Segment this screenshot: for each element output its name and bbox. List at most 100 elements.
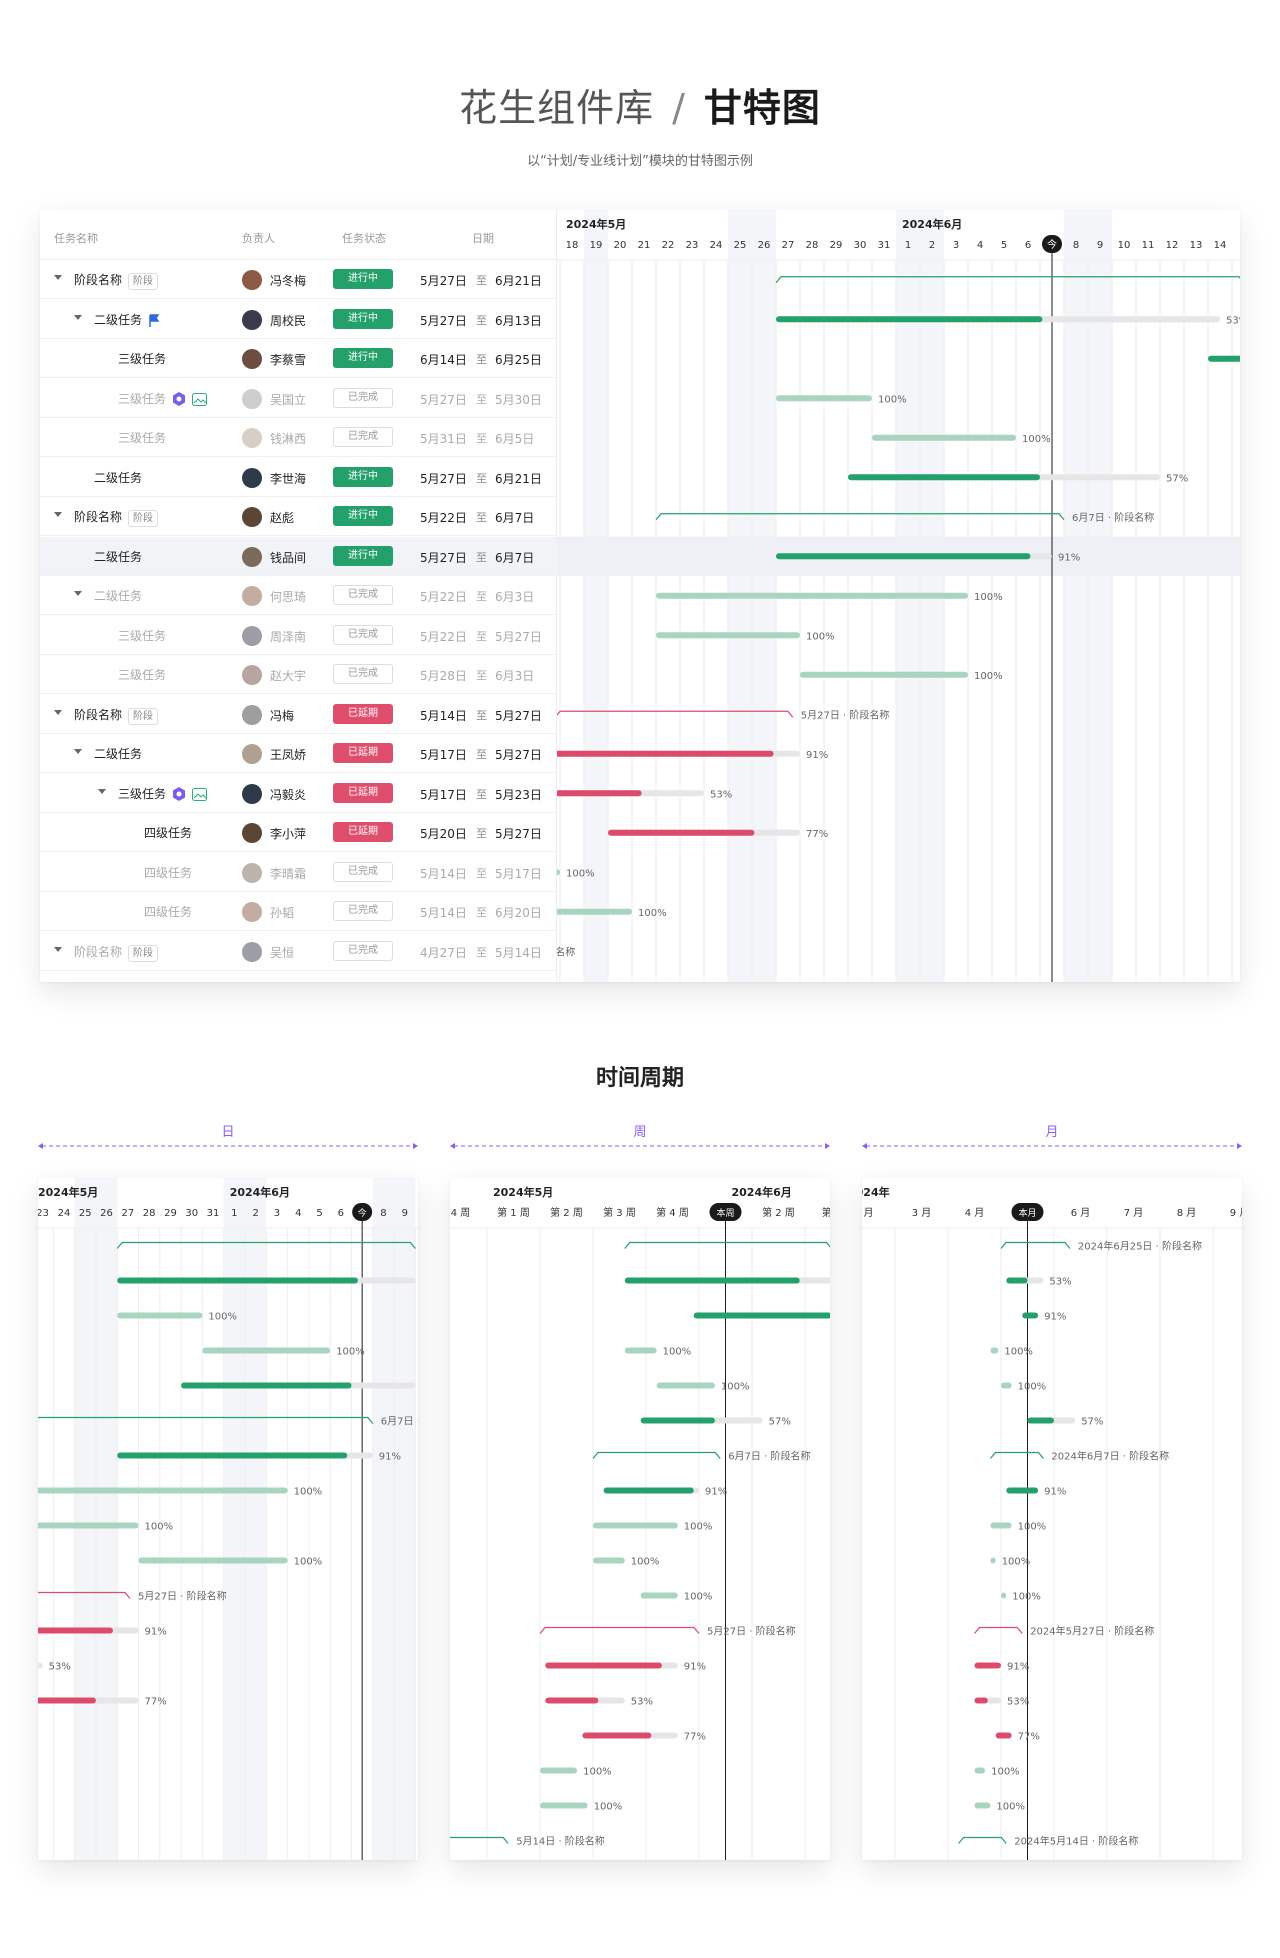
progress-bar[interactable] [138, 1557, 288, 1564]
progress-bar[interactable] [38, 1627, 113, 1634]
progress-bar[interactable] [603, 1487, 694, 1494]
progress-label: 91% [806, 750, 828, 761]
phase-tag: 阶段 [128, 707, 159, 725]
status-badge: 已完成 [333, 940, 393, 961]
task-row[interactable]: 四级任务 孙韬 已完成 5月14日至 6月20日 [40, 892, 557, 931]
progress-label: 100% [1018, 1522, 1047, 1533]
page-subtitle: 以“计划/专业线计划”模块的甘特图示例 [527, 154, 753, 169]
progress-bar[interactable] [995, 1732, 1012, 1739]
progress-bar[interactable] [545, 1662, 662, 1669]
progress-bar[interactable] [624, 1347, 657, 1354]
task-row[interactable]: 三级任务 吴国立 已完成 5月27日至 5月30日 [40, 379, 557, 418]
progress-bar[interactable] [656, 592, 968, 599]
task-row[interactable]: 二级任务 何思琦 已完成 5月22日至 6月3日 [40, 576, 557, 615]
task-row[interactable]: 三级任务 周泽南 已完成 5月22日至 5月27日 [40, 616, 557, 655]
progress-bar[interactable] [38, 1697, 96, 1704]
progress-label: 57% [1166, 473, 1188, 484]
task-row[interactable]: 三级任务 赵大宇 已完成 5月28日至 6月3日 [40, 655, 557, 694]
progress-bar[interactable] [990, 1347, 999, 1354]
progress-bar[interactable] [117, 1452, 348, 1459]
end-date: 6月13日 [495, 313, 542, 328]
progress-bar[interactable] [656, 1382, 715, 1389]
status-badge: 已完成 [333, 624, 393, 645]
expand-caret-icon[interactable] [54, 512, 62, 517]
start-date: 5月14日 [420, 866, 467, 881]
expand-caret-icon[interactable] [54, 946, 62, 952]
task-row[interactable]: 三级任务 冯毅炎 已延期 5月17日至 5月23日 [40, 774, 557, 813]
progress-bar[interactable] [776, 316, 1043, 323]
progress-bar[interactable] [1001, 1382, 1012, 1389]
task-row[interactable]: 二级任务 钱品间 进行中 5月27日至 6月7日 [40, 536, 557, 576]
timeline-tick: 29 [164, 1208, 177, 1219]
task-row[interactable]: 二级任务 王凤娇 已延期 5月17日至 5月27日 [40, 734, 557, 773]
timeline-tick: 月 [864, 1207, 874, 1219]
task-row[interactable]: 二级任务 李世海 进行中 5月27日至 6月21日 [40, 458, 557, 497]
progress-bar[interactable] [202, 1347, 331, 1354]
progress-bar[interactable] [593, 1557, 625, 1564]
progress-bar[interactable] [1027, 1417, 1055, 1424]
task-row[interactable]: 四级任务 李晴霜 已完成 5月14日至 5月17日 [40, 853, 557, 892]
progress-bar[interactable] [1006, 1277, 1028, 1284]
progress-bar[interactable] [693, 1312, 830, 1319]
progress-bar[interactable] [974, 1767, 986, 1774]
progress-label: 77% [684, 1732, 706, 1743]
progress-bar[interactable] [38, 1522, 139, 1529]
progress-bar[interactable] [1006, 1487, 1039, 1494]
expand-caret-icon[interactable] [54, 709, 62, 715]
expand-caret-icon[interactable] [98, 788, 106, 794]
progress-bar[interactable] [557, 908, 632, 915]
progress-bar[interactable] [181, 1382, 352, 1389]
progress-label: 91% [1058, 552, 1080, 563]
progress-bar[interactable] [38, 1487, 288, 1494]
expand-caret-icon[interactable] [74, 749, 82, 754]
progress-bar[interactable] [608, 829, 755, 836]
expand-caret-icon[interactable] [54, 275, 62, 280]
progress-bar[interactable] [640, 1592, 678, 1599]
progress-bar[interactable] [1001, 1592, 1007, 1599]
progress-bar[interactable] [656, 632, 800, 639]
progress-bar[interactable] [540, 1767, 578, 1774]
progress-bar[interactable] [990, 1557, 996, 1564]
task-row[interactable]: 阶段名称 阶段 冯梅 已延期 5月14日至 5月27日 [40, 695, 557, 734]
progress-bar[interactable] [974, 1802, 991, 1809]
progress-bar[interactable] [557, 750, 774, 757]
status-text: 已完成 [348, 431, 378, 442]
status-badge: 已完成 [333, 861, 393, 882]
progress-bar[interactable] [974, 1662, 1002, 1669]
status-badge: 已延期 [333, 822, 393, 842]
end-date: 5月27日 [495, 827, 542, 841]
progress-bar[interactable] [1208, 355, 1240, 362]
timeline-tick: 22 [662, 240, 675, 251]
task-row[interactable]: 三级任务 李蔡雪 进行中 6月14日至 6月25日 [40, 339, 557, 378]
task-row[interactable]: 阶段名称 阶段 冯冬梅 进行中 5月27日至 6月21日 [40, 260, 557, 299]
progress-bar[interactable] [540, 1802, 588, 1809]
expand-caret-icon[interactable] [74, 591, 82, 596]
progress-bar[interactable] [545, 1697, 599, 1704]
progress-bar[interactable] [557, 790, 642, 797]
weekend-column [372, 1178, 395, 1860]
progress-bar[interactable] [557, 869, 560, 876]
task-row[interactable]: 阶段名称 阶段 吴恒 已完成 4月27日至 5月14日 [40, 932, 557, 971]
task-name-text: 三级任务 [118, 668, 167, 682]
progress-bar[interactable] [776, 395, 872, 402]
progress-bar[interactable] [1022, 1312, 1039, 1319]
progress-bar[interactable] [117, 1277, 358, 1284]
task-row[interactable]: 三级任务 钱淋西 已完成 5月31日至 6月5日 [40, 418, 557, 457]
expand-caret-icon[interactable] [74, 314, 82, 320]
progress-bar[interactable] [624, 1277, 800, 1284]
progress-bar[interactable] [872, 434, 1016, 441]
progress-bar[interactable] [848, 474, 1040, 481]
progress-bar[interactable] [593, 1522, 678, 1529]
progress-bar[interactable] [800, 671, 968, 678]
progress-bar[interactable] [117, 1312, 203, 1319]
date-to: 至 [476, 945, 487, 959]
progress-bar[interactable] [990, 1522, 1012, 1529]
task-row[interactable]: 二级任务 周校民 进行中 5月27日至 6月13日 [40, 300, 557, 339]
progress-bar[interactable] [776, 553, 1031, 560]
task-row[interactable]: 阶段名称 阶段 赵彪 进行中 5月22日至 6月7日 [40, 497, 557, 536]
progress-bar[interactable] [640, 1417, 715, 1424]
progress-bar[interactable] [582, 1732, 652, 1739]
weekend-column [1064, 210, 1088, 982]
progress-bar[interactable] [974, 1697, 988, 1704]
task-row[interactable]: 四级任务 李小萍 已延期 5月20日至 5月27日 [40, 813, 557, 852]
